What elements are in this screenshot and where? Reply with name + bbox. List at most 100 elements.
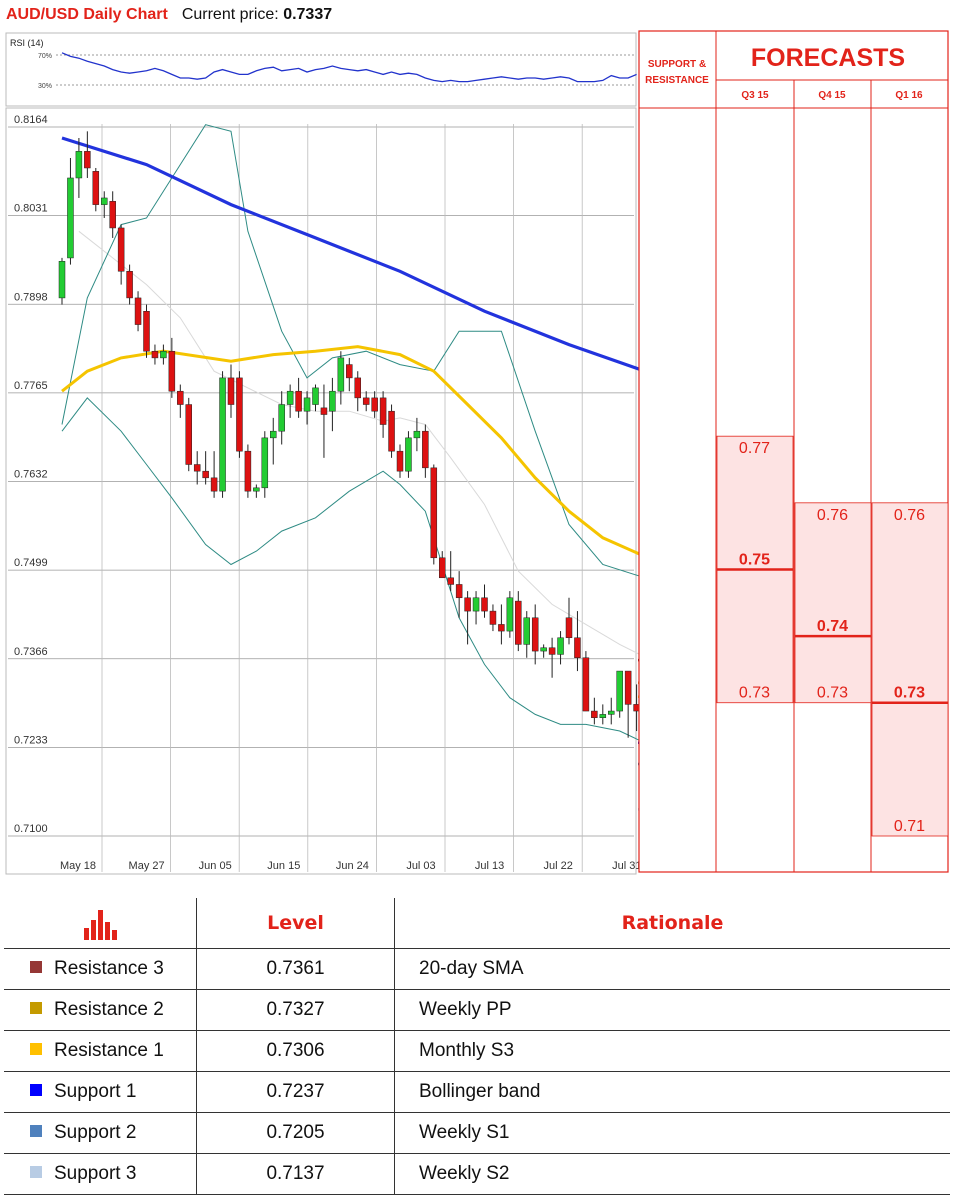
table-row: Support 3 0.7137 Weekly S2 [4, 1153, 950, 1195]
level-color-swatch [30, 1001, 42, 1014]
candle-down [582, 657, 590, 712]
candle-down [548, 647, 556, 655]
x-tick-label: Jul 13 [475, 860, 504, 872]
candle-up [608, 710, 615, 715]
candle-down [379, 397, 387, 425]
current-price-label: Current price: [181, 6, 279, 23]
bollinger-upper-line [61, 124, 646, 579]
candle-down [515, 600, 522, 645]
sma-200-line [61, 136, 646, 373]
level-color-swatch [30, 1124, 42, 1137]
candle-down [489, 610, 497, 625]
candle-down [202, 470, 209, 479]
forecast-high-label: 0.76 [817, 507, 848, 524]
candle-down [422, 430, 429, 469]
candle-up [599, 714, 607, 718]
candle-down [236, 377, 243, 452]
candle-up [472, 597, 480, 612]
candle-down [439, 557, 446, 579]
x-tick-label: Jun 15 [267, 860, 300, 872]
x-tick-label: Jul 03 [406, 860, 435, 872]
candle-down [624, 670, 632, 705]
level-header: Level [196, 898, 395, 949]
table-row: Support 1 0.7237 Bollinger band [4, 1071, 950, 1113]
level-color-swatch [30, 960, 42, 973]
candle-down [531, 617, 539, 652]
forecast-mid-label: 0.73 [894, 685, 925, 702]
level-rationale: 20-day SMA [394, 948, 950, 990]
x-tick-label: Jul 22 [544, 860, 573, 872]
candle-down [447, 577, 454, 585]
level-rationale: Weekly S1 [394, 1112, 950, 1154]
forecasts-title: FORECASTS [751, 44, 905, 72]
y-tick-label: 0.8031 [14, 203, 48, 215]
candle-up [312, 387, 319, 405]
candle-up [616, 670, 623, 712]
level-name-cell: Support 3 [4, 1153, 197, 1195]
x-tick-label: Jun 24 [336, 860, 369, 872]
level-value: 0.7327 [196, 989, 395, 1031]
candle-down [574, 637, 581, 658]
rsi-70-label: 70% [38, 53, 52, 60]
rsi-panel [5, 32, 637, 107]
forecast-col-q3-15: Q3 15 [741, 90, 769, 101]
forecast-range [794, 502, 872, 704]
candle-down [320, 407, 328, 415]
y-tick-label: 0.7632 [14, 469, 48, 481]
current-price: Current price: 0.7337 [182, 6, 332, 23]
candle-up [286, 390, 294, 405]
level-name-cell: Support 1 [4, 1071, 197, 1113]
y-tick-label: 0.7100 [14, 823, 48, 835]
rationale-header: Rationale [394, 898, 950, 949]
candle-up [337, 357, 345, 392]
candle-down [354, 377, 361, 399]
candle-down [396, 450, 404, 472]
candle-down [371, 397, 378, 412]
support-resistance-table: Level Rationale Resistance 3 0.7361 20-day… [4, 898, 950, 1195]
candle-up [261, 437, 269, 489]
table-row: Resistance 1 0.7306 Monthly S3 [4, 1030, 950, 1072]
forecast-high-label: 0.76 [894, 507, 925, 524]
candle-down [591, 710, 598, 718]
level-name: Resistance 3 [54, 957, 164, 979]
candle-up [303, 397, 311, 412]
candle-down [177, 390, 184, 405]
price-chart: RSI (14) 70% 30% 0.8164 0.8031 0.7898 0.776… [5, 30, 949, 875]
candle-up [278, 404, 285, 432]
candle-down [143, 310, 150, 352]
y-tick-label: 0.7499 [14, 557, 48, 569]
candle-up [540, 647, 547, 652]
candle-down [168, 350, 176, 392]
candle-down [227, 377, 235, 405]
level-name-cell: Resistance 2 [4, 989, 197, 1031]
level-name: Resistance 2 [54, 998, 164, 1020]
candle-up [67, 177, 74, 259]
sma-50-line [61, 345, 646, 558]
level-rationale: Weekly S2 [394, 1153, 950, 1195]
current-price-value: 0.7337 [283, 6, 333, 23]
candle-down [362, 397, 370, 405]
candle-down [346, 364, 353, 379]
level-value: 0.7205 [196, 1112, 395, 1154]
y-tick-label: 0.7898 [14, 291, 48, 303]
level-name: Resistance 1 [54, 1039, 164, 1061]
bollinger-lower-line [61, 397, 646, 744]
y-tick-label: 0.8164 [14, 114, 48, 126]
table-icon-cell [4, 898, 197, 949]
x-tick-label: May 27 [129, 860, 165, 872]
forecast-mid-label: 0.74 [817, 618, 848, 635]
candle-down [126, 271, 133, 299]
level-value: 0.7137 [196, 1153, 395, 1195]
forecast-col-q1-16: Q1 16 [895, 90, 923, 101]
candle-down [244, 450, 252, 492]
forecast-low-label: 0.73 [739, 685, 770, 702]
level-name: Support 3 [54, 1162, 137, 1184]
candle-down [151, 350, 159, 359]
candle-down [92, 171, 100, 205]
rsi-line [61, 52, 637, 83]
table-row: Resistance 3 0.7361 20-day SMA [4, 948, 950, 990]
forecast-col-q4-15: Q4 15 [818, 90, 846, 101]
x-tick-label: May 18 [60, 860, 96, 872]
candle-up [329, 390, 336, 412]
level-color-swatch [30, 1083, 42, 1096]
